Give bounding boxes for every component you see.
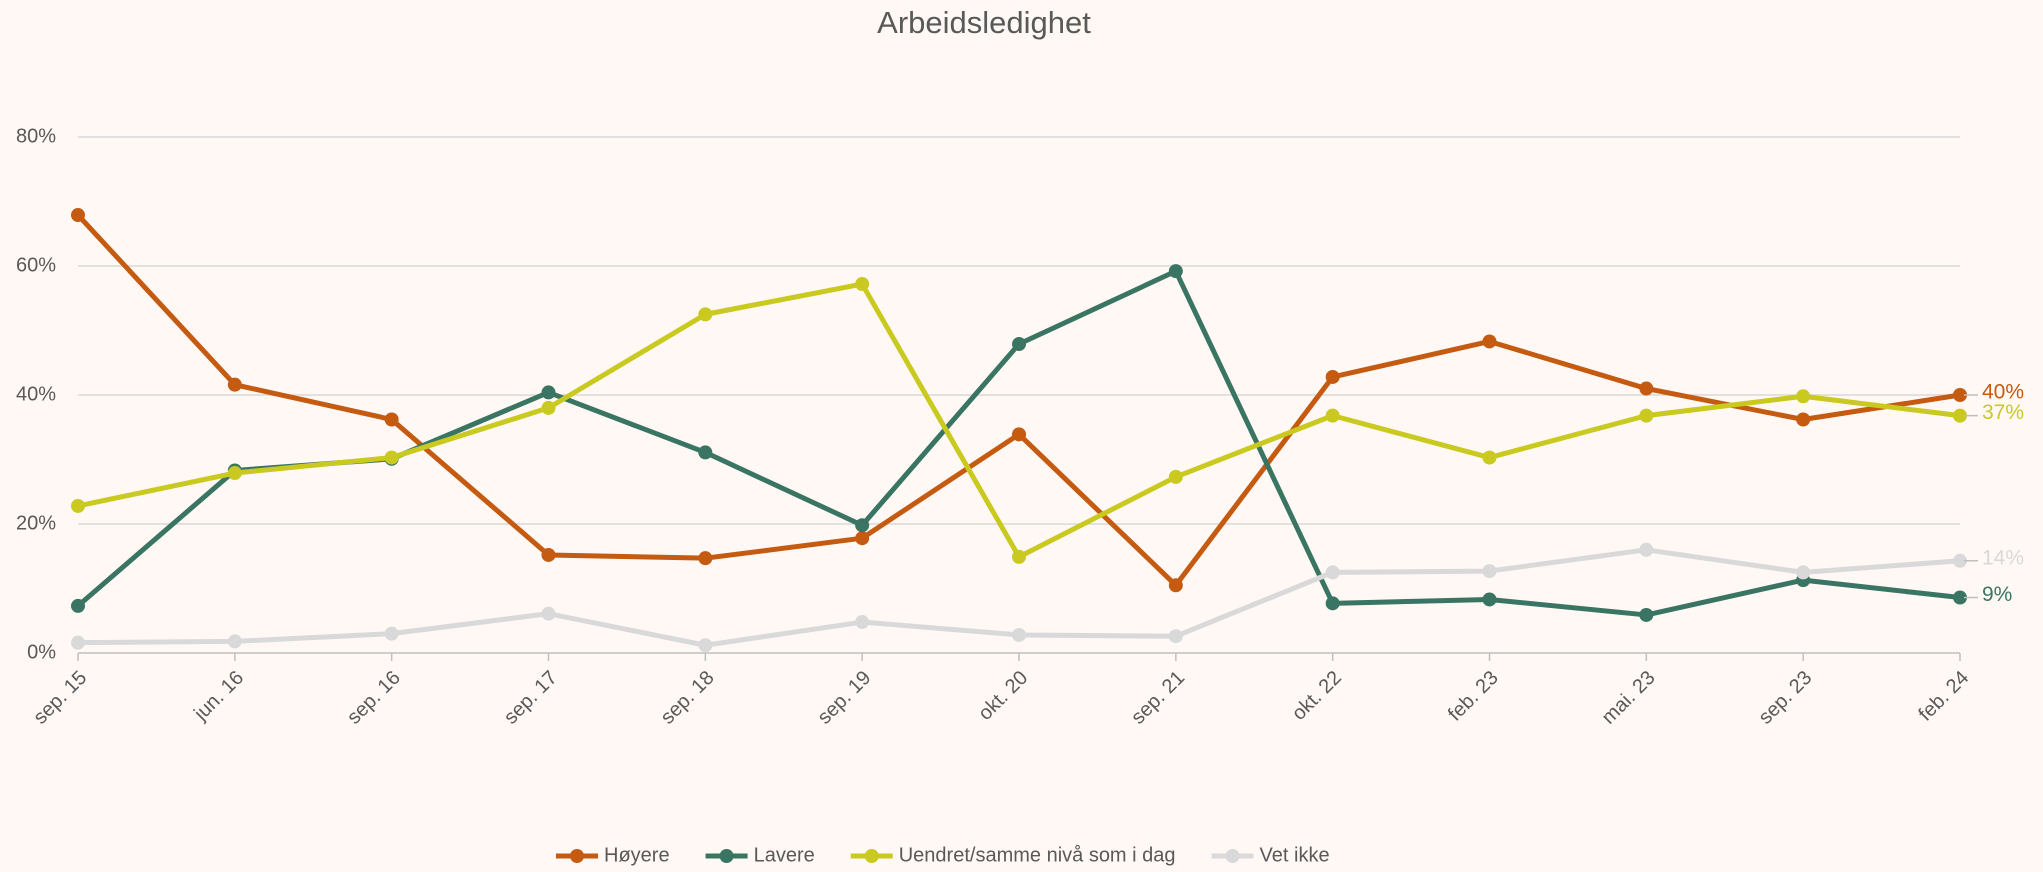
point xyxy=(1796,412,1811,427)
point xyxy=(1482,450,1497,465)
point xyxy=(71,498,85,513)
point xyxy=(541,400,556,415)
chart-title: Arbeidsledighet xyxy=(877,5,1091,40)
point xyxy=(1012,627,1026,642)
point xyxy=(1012,427,1026,442)
point xyxy=(1012,337,1026,352)
value-label: 9% xyxy=(1982,583,2012,606)
legend-swatch-point xyxy=(864,849,879,863)
y-tick-label: 80% xyxy=(16,125,56,147)
point xyxy=(1482,334,1497,349)
point xyxy=(1012,549,1026,564)
point xyxy=(1953,553,1967,568)
legend-label: Vet ikke xyxy=(1260,844,1330,866)
y-tick-label: 40% xyxy=(16,383,56,405)
point xyxy=(1953,408,1967,423)
legend-swatch-point xyxy=(719,849,734,863)
point xyxy=(541,606,556,621)
legend-label: Lavere xyxy=(754,844,815,866)
point xyxy=(384,412,399,427)
point xyxy=(227,377,242,392)
point xyxy=(541,385,556,400)
point xyxy=(227,466,242,481)
point xyxy=(1168,578,1183,593)
legend-swatch-point xyxy=(570,849,584,863)
value-label: 14% xyxy=(1982,546,2024,569)
y-tick-label: 60% xyxy=(16,254,56,276)
point xyxy=(1953,590,1967,605)
point xyxy=(855,277,870,292)
point xyxy=(1639,607,1654,622)
y-tick-label: 0% xyxy=(27,641,56,663)
point xyxy=(698,445,713,460)
point xyxy=(1325,369,1340,384)
point xyxy=(698,638,713,653)
point xyxy=(1796,565,1811,580)
legend-label: Uendret/samme nivå som i dag xyxy=(899,844,1176,866)
point xyxy=(1639,381,1654,396)
point xyxy=(855,531,870,546)
point xyxy=(227,634,242,649)
point xyxy=(1325,565,1340,580)
point xyxy=(1168,629,1183,644)
point xyxy=(1325,596,1340,611)
point xyxy=(1325,408,1340,423)
point xyxy=(1482,592,1497,607)
y-tick-label: 20% xyxy=(16,512,56,534)
point xyxy=(855,518,870,533)
point xyxy=(71,598,85,613)
point xyxy=(698,307,713,322)
point xyxy=(1796,389,1811,404)
point xyxy=(71,208,85,223)
value-label: 40% xyxy=(1982,381,2024,404)
point xyxy=(1953,388,1967,402)
point xyxy=(1639,542,1654,557)
point xyxy=(541,547,556,562)
point xyxy=(698,551,713,566)
point xyxy=(71,635,85,650)
point xyxy=(384,450,399,465)
point xyxy=(855,615,870,630)
point xyxy=(1168,264,1183,279)
value-label: 37% xyxy=(1982,401,2024,424)
point xyxy=(1639,408,1654,423)
point xyxy=(1168,469,1183,484)
point xyxy=(384,626,399,641)
legend-swatch-point xyxy=(1225,849,1240,863)
point xyxy=(1482,564,1497,579)
legend-label: Høyere xyxy=(604,844,670,866)
